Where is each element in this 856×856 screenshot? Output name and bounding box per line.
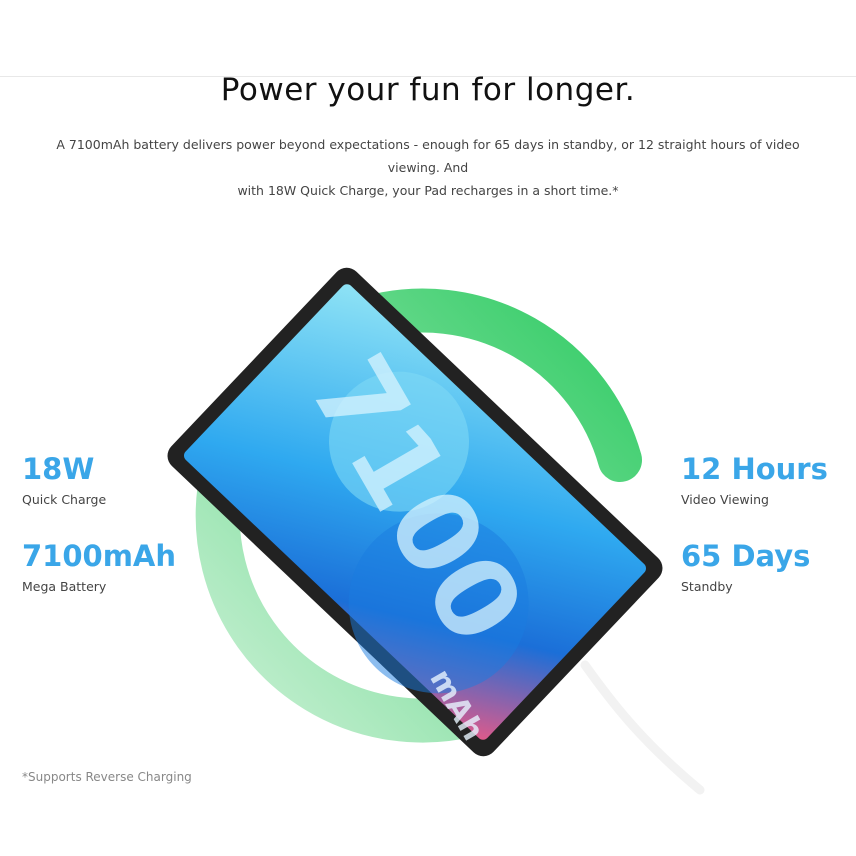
stat-quick-charge: 18W Quick Charge xyxy=(22,452,106,507)
footnote: *Supports Reverse Charging xyxy=(22,770,192,784)
stat-label: Standby xyxy=(681,579,733,594)
stat-video: 12 Hours Video Viewing xyxy=(681,452,828,507)
tablet-screen xyxy=(184,284,646,740)
stat-standby: 65 Days Standby xyxy=(681,539,810,594)
description-line: A 7100mAh battery delivers power beyond … xyxy=(56,137,800,175)
stat-value: 18W xyxy=(22,452,95,486)
charging-cable xyxy=(580,660,705,795)
stat-label: Mega Battery xyxy=(22,579,107,594)
stat-value: 7100mAh xyxy=(22,539,177,573)
stat-label: Video Viewing xyxy=(681,492,769,507)
header-divider xyxy=(0,76,856,77)
stat-label: Quick Charge xyxy=(22,492,107,507)
stat-battery: 7100mAh Mega Battery xyxy=(22,539,176,594)
description: A 7100mAh battery delivers power beyond … xyxy=(30,133,826,202)
page-title: Power your fun for longer. xyxy=(220,72,636,108)
description-line: with 18W Quick Charge, your Pad recharge… xyxy=(237,183,619,198)
stat-value: 12 Hours xyxy=(681,452,828,486)
stat-value: 65 Days xyxy=(681,539,811,573)
